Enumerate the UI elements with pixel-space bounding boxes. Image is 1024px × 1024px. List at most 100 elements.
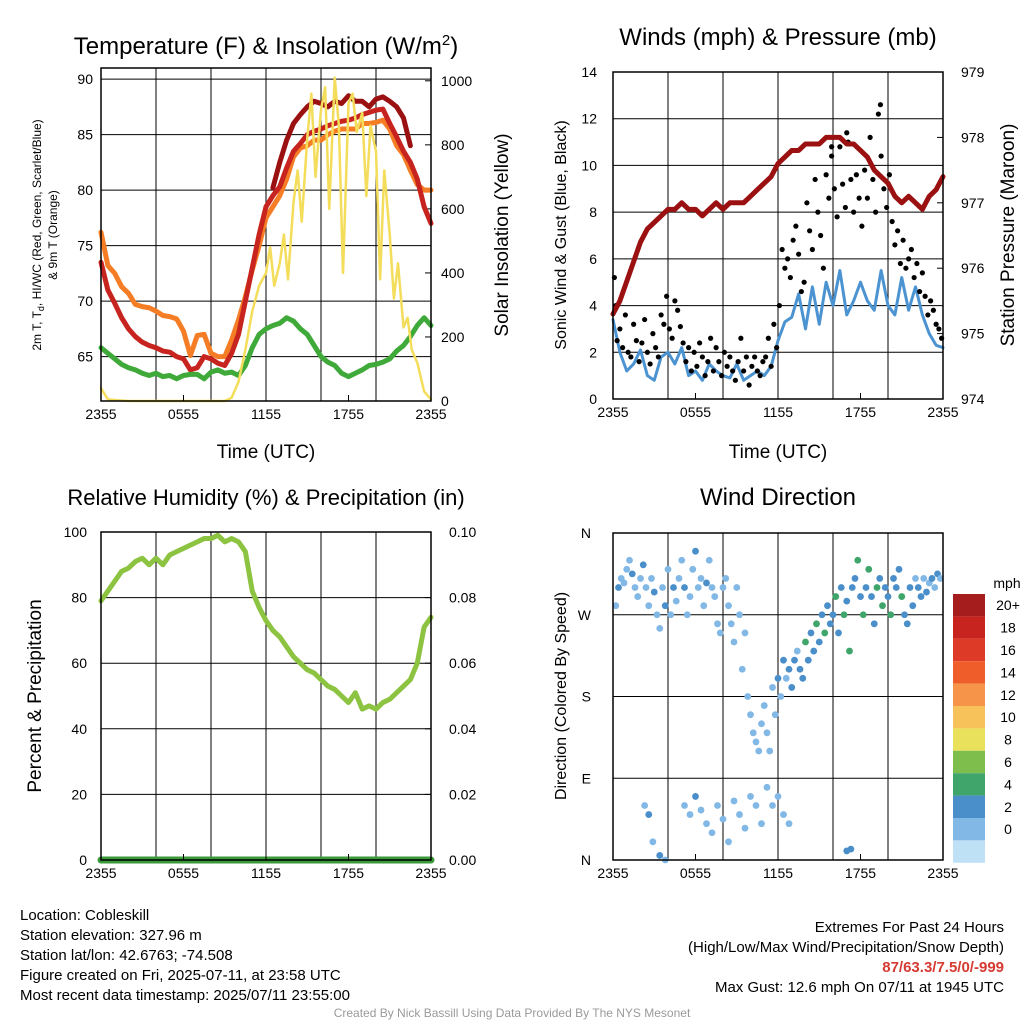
direction-point xyxy=(678,556,686,564)
direction-point xyxy=(727,620,735,628)
colorbar-label: 14 xyxy=(1000,664,1016,680)
direction-point xyxy=(917,593,925,600)
colorbar-swatch xyxy=(953,818,985,841)
wind-direction-panel: N E S W N 2355 0555 1155 1755 2355 Wind Direction D… xyxy=(553,484,1021,881)
gust-point xyxy=(763,354,769,360)
direction-point xyxy=(670,584,677,591)
direction-point xyxy=(903,620,911,628)
direction-point xyxy=(626,556,633,564)
direction-point xyxy=(620,579,628,587)
x-tick-label: 2355 xyxy=(85,865,116,881)
direction-point xyxy=(890,575,897,582)
y2-tick-label: 974 xyxy=(961,391,985,407)
gust-point xyxy=(818,232,824,239)
direction-point xyxy=(725,602,732,610)
station-location: Location: Cobleskill xyxy=(20,907,150,924)
humidity-panel: 0 20 40 60 80 100 0.00 0.02 0.04 0.06 0.08 0.10 2355… xyxy=(25,485,476,881)
gust-point xyxy=(713,345,719,351)
gust-point xyxy=(933,321,939,327)
direction-point xyxy=(763,729,771,737)
gust-point xyxy=(716,359,722,365)
y2-tick-label: 200 xyxy=(441,329,465,345)
gust-point xyxy=(620,345,626,351)
colorbar-swatch xyxy=(953,616,985,639)
direction-point xyxy=(733,584,741,591)
direction-point xyxy=(807,629,815,637)
gust-point xyxy=(807,228,813,234)
direction-point xyxy=(650,588,658,596)
gust-point xyxy=(864,195,870,201)
direction-point xyxy=(818,611,826,619)
direction-point xyxy=(634,593,642,600)
y-tick-label: 80 xyxy=(77,182,93,198)
y2-tick-label: 0.10 xyxy=(449,524,476,540)
y-tick-label: 8 xyxy=(589,204,597,220)
gust-point xyxy=(873,209,879,215)
gust-point xyxy=(694,363,700,369)
series-green xyxy=(98,315,434,382)
direction-point xyxy=(824,602,831,610)
direction-point xyxy=(821,629,829,637)
gust-point xyxy=(675,307,681,313)
series-wind xyxy=(611,269,945,382)
direction-point xyxy=(649,838,657,846)
direction-point xyxy=(936,575,944,582)
gust-point xyxy=(823,172,829,178)
max-gust: Max Gust: 12.6 mph On 07/11 at 1945 UTC xyxy=(714,979,1004,996)
extremes-title: Extremes For Past 24 Hours xyxy=(814,919,1004,936)
direction-point xyxy=(697,575,705,582)
direction-point xyxy=(736,811,743,818)
direction-point xyxy=(763,783,771,791)
direction-point xyxy=(653,611,661,619)
gust-point xyxy=(919,270,925,276)
direction-point xyxy=(769,802,776,809)
y2-tick-label: 0.02 xyxy=(449,786,476,802)
direction-point xyxy=(859,611,867,619)
gust-point xyxy=(636,359,642,365)
gust-point xyxy=(677,323,683,330)
direction-point xyxy=(912,575,919,582)
gust-point xyxy=(870,176,876,183)
gust-point xyxy=(705,359,711,365)
direction-point xyxy=(884,593,892,600)
gust-point xyxy=(628,354,634,360)
gust-point xyxy=(749,363,755,369)
direction-point xyxy=(730,638,738,646)
direction-point xyxy=(909,602,917,610)
y-tick-label: 12 xyxy=(581,111,597,127)
direction-point xyxy=(722,575,730,582)
y2-tick-label: 0.00 xyxy=(449,852,476,868)
colorbar-swatch xyxy=(953,795,985,818)
direction-point xyxy=(810,647,818,655)
direction-point xyxy=(928,575,936,582)
y2-axis-label: Station Pressure (Maroon) xyxy=(998,124,1019,347)
y-tick-label: 85 xyxy=(77,127,93,143)
y2-tick-label: 976 xyxy=(961,260,985,276)
direction-point xyxy=(826,620,834,628)
x-tick-label: 1155 xyxy=(763,404,793,420)
direction-point xyxy=(711,593,719,600)
gust-point xyxy=(779,246,785,253)
series-orange xyxy=(98,117,434,360)
colorbar-swatch xyxy=(953,773,985,796)
direction-point xyxy=(692,793,699,800)
gust-point xyxy=(851,209,857,215)
direction-point xyxy=(692,547,699,555)
y-axis-label: 2m T, Td, HI/WC (Red, Green, Scarlet/Blu… xyxy=(30,119,46,350)
direction-point xyxy=(879,602,886,610)
gust-point xyxy=(928,298,934,304)
direction-point xyxy=(656,852,664,859)
gust-point xyxy=(936,326,942,332)
x-tick-label: 2355 xyxy=(597,404,628,420)
gust-point xyxy=(881,186,887,192)
direction-point xyxy=(785,820,793,828)
y-tick-label: 40 xyxy=(71,721,87,737)
y-tick-label: N xyxy=(581,525,591,541)
gust-point xyxy=(892,242,898,248)
gust-point xyxy=(727,354,733,360)
direction-point xyxy=(848,584,856,591)
x-tick-label: 2355 xyxy=(85,406,116,422)
gust-point xyxy=(658,312,664,318)
gust-point xyxy=(886,172,892,178)
y-axis-label: Direction (Colored By Speed) xyxy=(553,592,570,800)
